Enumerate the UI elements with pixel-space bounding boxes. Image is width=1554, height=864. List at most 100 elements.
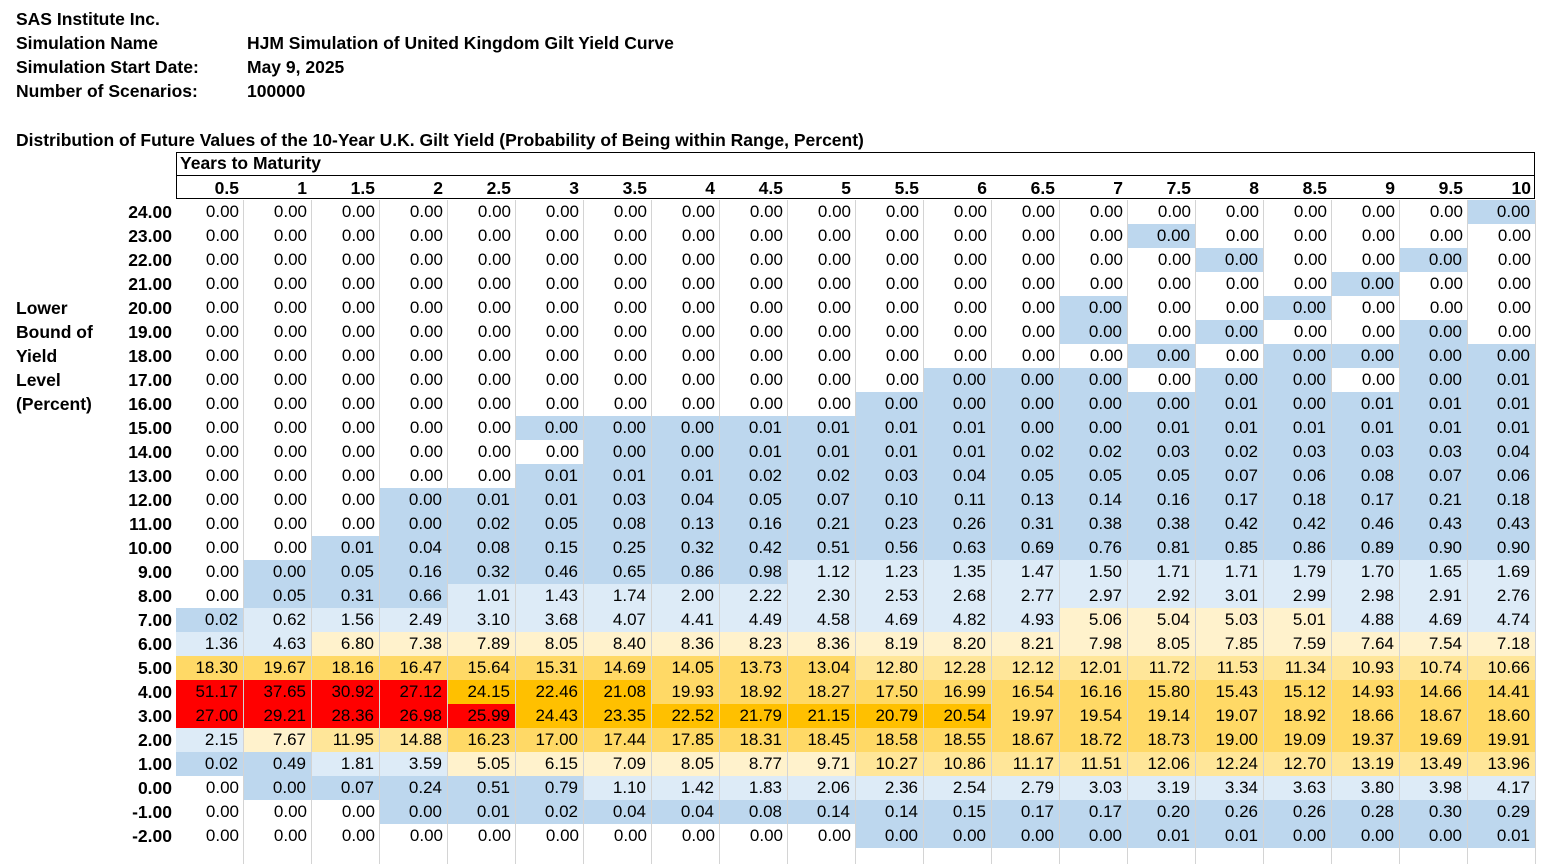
table-cell: 0.00	[273, 538, 307, 557]
row-label: 20.00	[128, 298, 172, 318]
table-cell: 2.49	[380, 608, 447, 632]
table-cell: 0.26	[924, 512, 991, 536]
table-cell: 0.00	[273, 370, 307, 389]
table-cell: 0.00	[817, 250, 851, 269]
table-cell: 19.93	[652, 680, 719, 704]
table-cell: 0.00	[273, 322, 307, 341]
table-cell: 0.00	[885, 298, 919, 317]
table-cell: 14.05	[652, 656, 719, 680]
table-cell: 0.00	[205, 442, 239, 461]
table-cell: 6.15	[516, 752, 583, 776]
table-cell: 0.30	[1400, 800, 1467, 824]
table-cell: 0.00	[545, 298, 579, 317]
table-cell: 28.36	[312, 704, 379, 728]
table-cell: 0.01	[856, 416, 923, 440]
table-cell: 0.00	[1225, 346, 1259, 365]
table-cell: 0.31	[992, 512, 1059, 536]
table-cell: 0.08	[720, 800, 787, 824]
table-cell: 20.54	[924, 704, 991, 728]
row-label: 22.00	[128, 250, 172, 270]
table-cell: 19.91	[1468, 728, 1535, 752]
table-cell: 15.12	[1264, 680, 1331, 704]
table-cell: 19.67	[244, 656, 311, 680]
table-cell: 0.00	[817, 322, 851, 341]
table-cell: 0.00	[477, 274, 511, 293]
table-cell: 0.01	[584, 464, 651, 488]
table-cell: 19.00	[1196, 728, 1263, 752]
table-cell: 7.38	[380, 632, 447, 656]
start-date-value: May 9, 2025	[247, 57, 345, 77]
table-cell: 0.21	[788, 512, 855, 536]
table-cell: 1.70	[1332, 560, 1399, 584]
table-cell: 0.17	[1196, 488, 1263, 512]
table-title: Distribution of Future Values of the 10-…	[16, 130, 864, 150]
table-cell: 37.65	[244, 680, 311, 704]
table-cell: 16.47	[380, 656, 447, 680]
table-cell: 0.02	[448, 512, 515, 536]
gridline	[583, 200, 584, 864]
table-cell: 0.01	[1468, 824, 1535, 848]
row-label: 0.00	[137, 778, 172, 798]
table-cell: 17.85	[652, 728, 719, 752]
table-cell: 0.62	[244, 608, 311, 632]
table-cell: 0.43	[1400, 512, 1467, 536]
row-label: -1.00	[132, 802, 172, 822]
table-cell: 0.00	[749, 226, 783, 245]
row-label: 24.00	[128, 202, 172, 222]
table-cell: 0.00	[341, 514, 375, 533]
table-cell: 0.00	[1361, 250, 1395, 269]
table-cell: 0.01	[1128, 824, 1195, 848]
table-cell: 19.69	[1400, 728, 1467, 752]
column-header: 3.5	[622, 178, 647, 198]
table-cell: 0.00	[477, 370, 511, 389]
table-cell: 0.00	[341, 466, 375, 485]
table-cell: 0.04	[584, 800, 651, 824]
table-cell: 0.00	[477, 322, 511, 341]
table-cell: 16.23	[448, 728, 515, 752]
table-cell: 0.01	[720, 440, 787, 464]
table-cell: 0.00	[1157, 370, 1191, 389]
column-header: 2	[433, 178, 443, 198]
gridline	[1535, 200, 1536, 864]
gridline	[719, 200, 720, 864]
table-cell: 0.00	[992, 368, 1059, 392]
table-cell: 0.02	[176, 752, 243, 776]
table-cell: 7.98	[1060, 632, 1127, 656]
column-header: 9	[1385, 178, 1395, 198]
table-cell: 0.06	[1468, 464, 1535, 488]
column-header: 9.5	[1438, 178, 1463, 198]
table-cell: 7.59	[1264, 632, 1331, 656]
table-cell: 2.15	[176, 728, 243, 752]
table-cell: 0.00	[1021, 322, 1055, 341]
table-cell: 0.00	[409, 226, 443, 245]
table-cell: 18.92	[720, 680, 787, 704]
table-cell: 4.82	[924, 608, 991, 632]
table-cell: 2.00	[652, 584, 719, 608]
table-cell: 0.07	[788, 488, 855, 512]
table-cell: 0.00	[613, 250, 647, 269]
gridline	[991, 200, 992, 864]
table-cell: 0.23	[856, 512, 923, 536]
table-cell: 1.35	[924, 560, 991, 584]
table-cell: 22.46	[516, 680, 583, 704]
table-cell: 0.13	[652, 512, 719, 536]
table-cell: 0.02	[992, 440, 1059, 464]
table-cell: 3.03	[1060, 776, 1127, 800]
table-cell: 0.02	[1196, 440, 1263, 464]
table-cell: 0.00	[409, 298, 443, 317]
table-cell: 0.00	[1060, 296, 1127, 320]
table-cell: 0.00	[477, 250, 511, 269]
table-cell: 0.01	[856, 440, 923, 464]
table-cell: 2.30	[788, 584, 855, 608]
table-cell: 0.07	[1400, 464, 1467, 488]
table-cell: 0.00	[1332, 344, 1399, 368]
simulation-name-label: Simulation Name	[16, 33, 158, 53]
gridline	[311, 200, 312, 864]
gridline	[787, 200, 788, 864]
table-cell: 0.29	[1468, 800, 1535, 824]
table-cell: 0.00	[681, 826, 715, 845]
table-cell: 4.07	[584, 608, 651, 632]
gridline	[379, 200, 380, 864]
table-cell: 0.00	[1429, 226, 1463, 245]
table-cell: 8.36	[788, 632, 855, 656]
